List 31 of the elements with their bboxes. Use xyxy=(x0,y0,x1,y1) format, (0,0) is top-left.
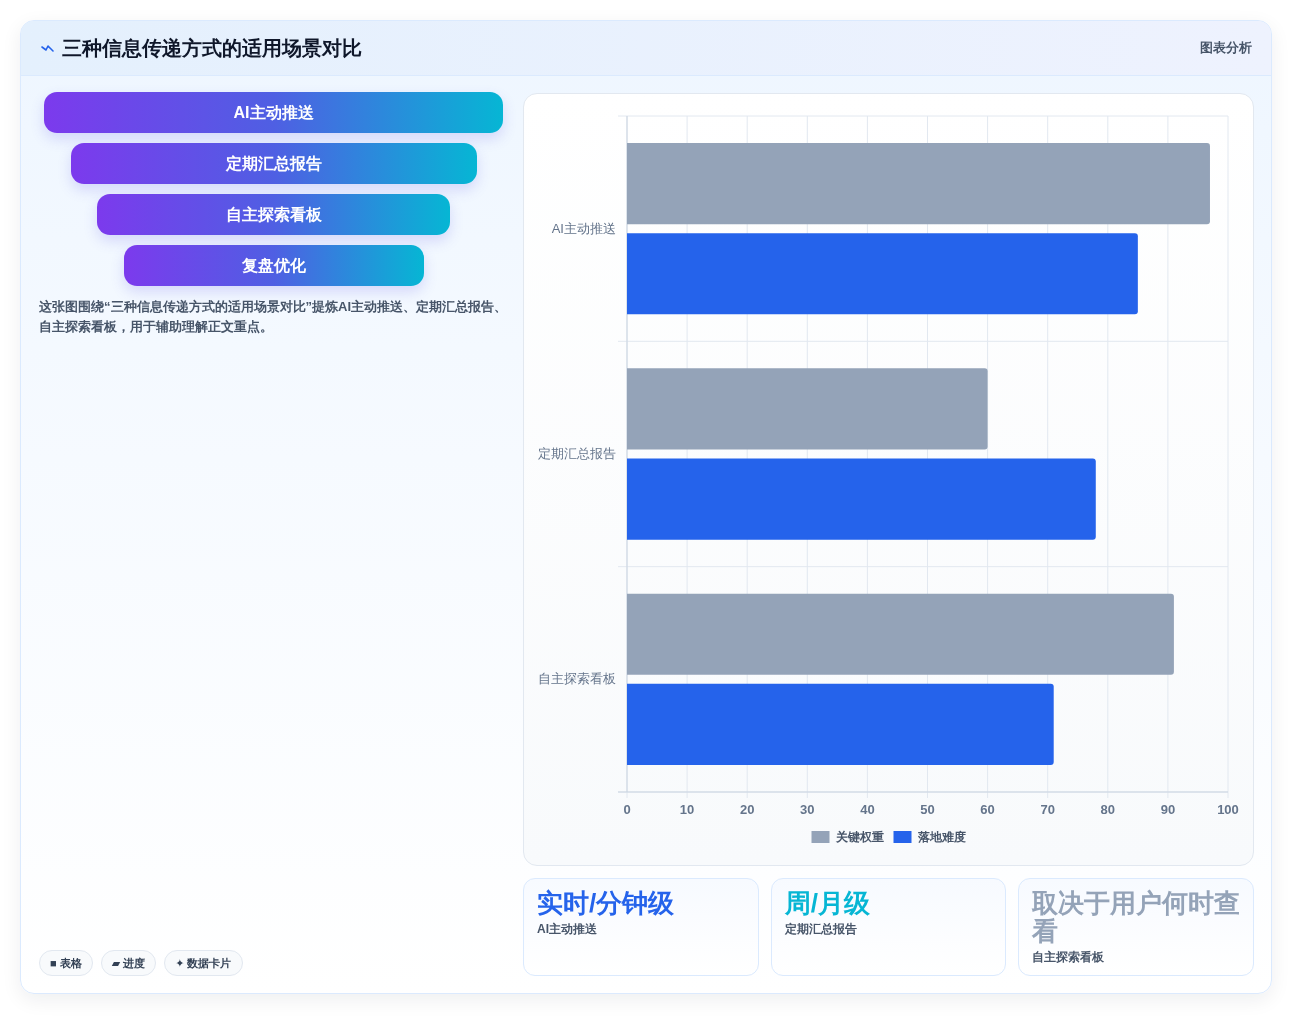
text: 自主探索看板 xyxy=(1032,949,1106,965)
category-label: 自主探索看板 xyxy=(97,194,450,235)
y-tick-label: 自主探索看板 xyxy=(538,671,616,687)
category-label: 定期汇总报告 xyxy=(70,143,477,184)
category-label: AI主动推送 xyxy=(44,92,503,133)
x-tick-label: 90 xyxy=(1160,802,1176,817)
text: 三种信息传递方式的适用场景对比 xyxy=(62,36,362,61)
text: 实时/分钟级 xyxy=(537,888,676,918)
x-tick-label: 80 xyxy=(1100,802,1116,817)
y-tick-label: 定期汇总报告 xyxy=(538,446,616,461)
text: 周/月级 xyxy=(784,888,871,918)
text: ▰ 进度 xyxy=(100,950,157,976)
x-tick-label: 70 xyxy=(1040,802,1055,817)
x-tick-label: 10 xyxy=(679,802,695,817)
text: 取决于用户何时查看 xyxy=(1032,888,1242,946)
legend-label: 落地难度 xyxy=(916,830,966,844)
text: ■ 表格 xyxy=(39,950,93,976)
x-tick-label: 100 xyxy=(1217,802,1239,817)
text: 这张图围绕“三种信息传递方式的适用场景对比”提炼AI主动推送、定期汇总报告、自主探索看板，用于辅助理解正文重点。 xyxy=(39,298,508,336)
legend-label: 关键权重 xyxy=(834,830,884,844)
x-tick-label: 60 xyxy=(980,802,995,817)
category-label: 复盘优化 xyxy=(123,245,424,286)
x-tick-label: 50 xyxy=(920,802,935,817)
text: 图表分析 xyxy=(1200,39,1252,57)
text: ✦ 数据卡片 xyxy=(164,950,243,976)
x-tick-label: 20 xyxy=(739,802,755,817)
x-tick-label: 30 xyxy=(800,802,815,817)
x-tick-label: 0 xyxy=(623,802,631,817)
x-tick-label: 40 xyxy=(860,802,875,817)
text: 定期汇总报告 xyxy=(784,921,858,937)
y-tick-label: AI主动推送 xyxy=(551,220,616,236)
